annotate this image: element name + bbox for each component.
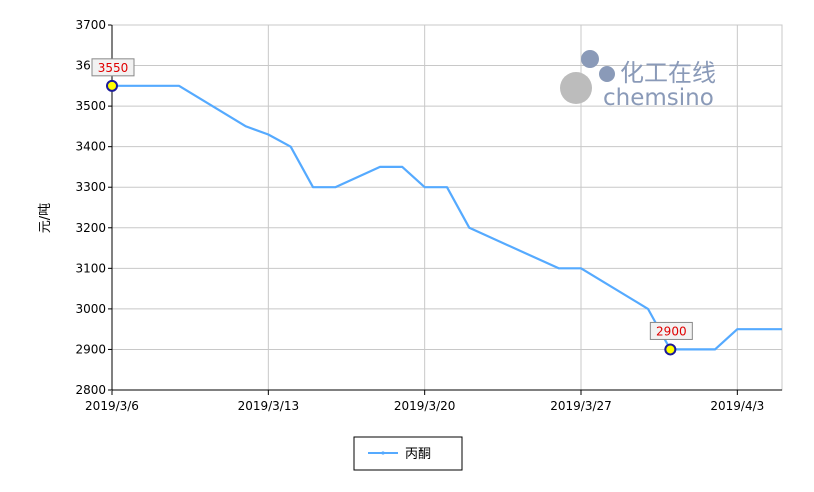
y-tick-label: 3400 xyxy=(75,140,106,154)
y-tick-label: 3100 xyxy=(75,261,106,275)
data-label: 2900 xyxy=(656,324,687,338)
y-tick-label: 3700 xyxy=(75,18,106,32)
data-point-marker xyxy=(664,343,677,356)
watermark-logo-circle-right xyxy=(599,66,615,82)
y-tick-label: 3000 xyxy=(75,302,106,316)
data-point-marker xyxy=(106,79,118,92)
watermark-cn-text: 化工在线 xyxy=(620,59,716,87)
y-axis-title-group: 元/吨 xyxy=(38,203,53,233)
y-tick-label: 2900 xyxy=(75,342,106,356)
x-tick-label: 2019/4/3 xyxy=(710,399,764,413)
data-label: 3550 xyxy=(98,61,129,75)
legend-label: 丙酮 xyxy=(405,447,431,462)
data-label-box xyxy=(91,58,135,77)
series-layer xyxy=(112,84,782,351)
y-tick-label: 3500 xyxy=(75,99,106,113)
y-axis-title: 元/吨 xyxy=(38,203,53,233)
x-tick-label: 2019/3/6 xyxy=(85,399,139,413)
x-tick-label: 2019/3/27 xyxy=(550,399,612,413)
x-tick-label: 2019/3/20 xyxy=(394,399,456,413)
chemsino-watermark: 化工在线 chemsino xyxy=(560,50,716,111)
watermark-logo-circle-top xyxy=(581,50,599,68)
x-tick-label: 2019/3/13 xyxy=(238,399,300,413)
legend-swatch-marker xyxy=(381,451,385,455)
legend: 丙酮 xyxy=(353,436,463,471)
data-label-box xyxy=(649,321,693,340)
annotation-layer: 3550 2900 xyxy=(91,58,693,356)
y-tick-label: 3200 xyxy=(75,221,106,235)
y-tick-label: 2800 xyxy=(75,383,106,397)
watermark-logo-circle-large xyxy=(560,72,592,104)
y-tick-label: 3300 xyxy=(75,180,106,194)
series-line-丙酮 xyxy=(112,84,782,351)
watermark-en-text: chemsino xyxy=(603,85,714,111)
